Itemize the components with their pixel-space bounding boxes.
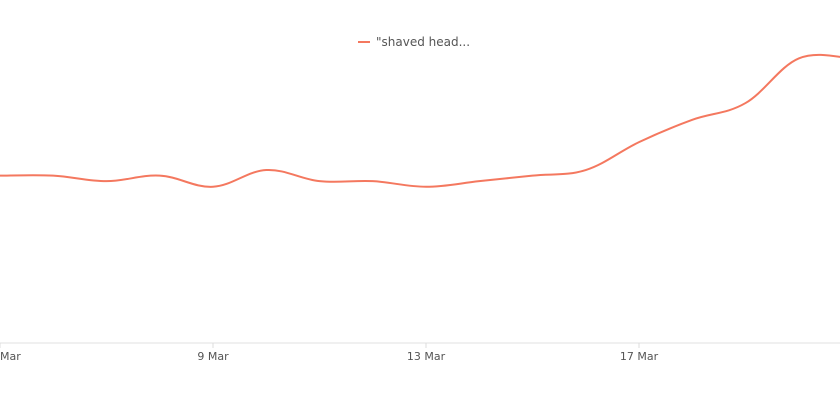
series-line[interactable]: [0, 53, 840, 188]
x-tick-label: 13 Mar: [407, 350, 446, 363]
x-axis-ticks: Mar 9 Mar 13 Mar 17 Mar: [0, 343, 659, 363]
x-tick-label: 17 Mar: [620, 350, 659, 363]
legend[interactable]: "shaved head...: [358, 35, 470, 49]
legend-label: "shaved head...: [376, 35, 470, 49]
x-tick-label: 9 Mar: [197, 350, 229, 363]
x-tick-label: Mar: [0, 350, 21, 363]
